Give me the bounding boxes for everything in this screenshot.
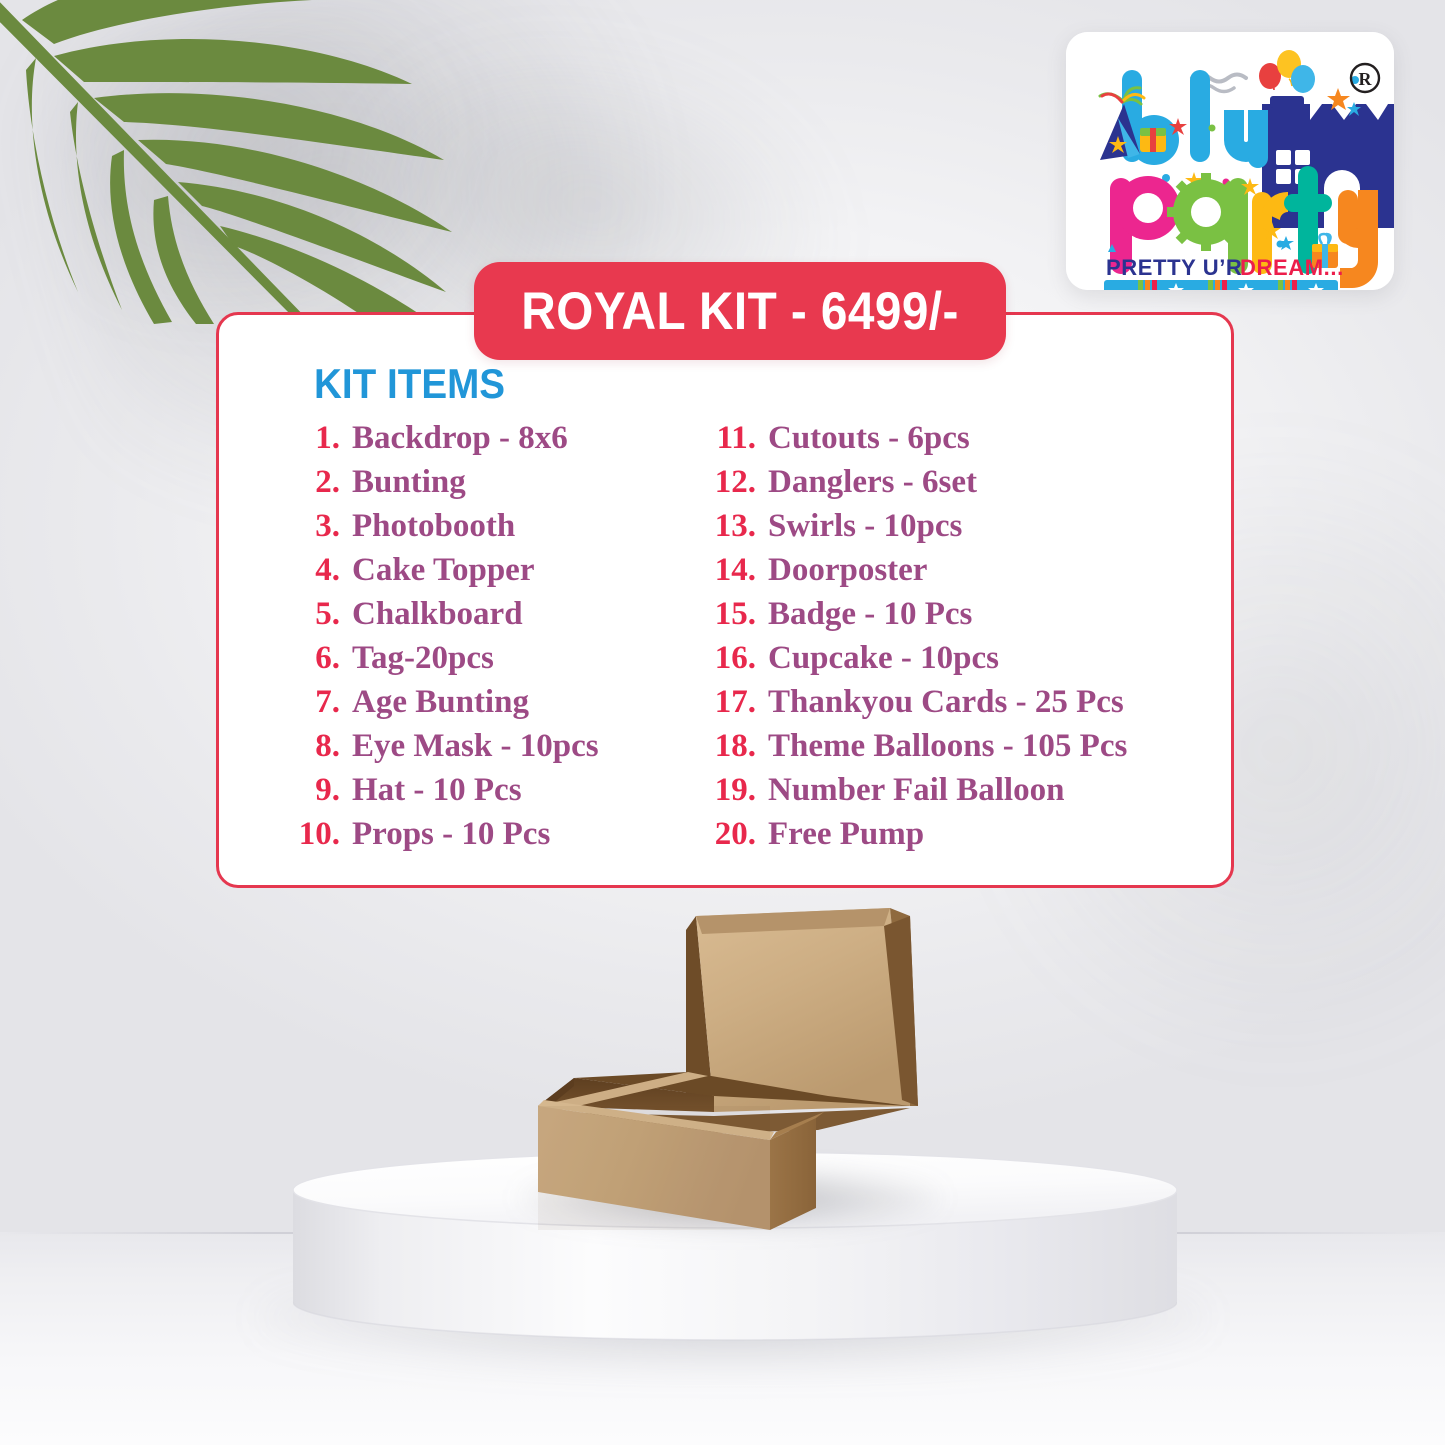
item-number: 12. [714,464,756,500]
list-item: 6. Tag-20pcs [272,636,672,680]
list-item: 4. Cake Topper [272,548,672,592]
list-item: 16. Cupcake - 10pcs [688,636,1228,680]
item-label: Danglers - 6set [768,464,977,500]
item-number: 5. [315,596,340,632]
item-number: 7. [315,684,340,720]
kit-items-right-column: 11. Cutouts - 6pcs 12. Danglers - 6set 1… [688,416,1228,856]
item-label: Number Fail Balloon [768,772,1065,808]
item-number: 9. [315,772,340,808]
list-item: 10. Props - 10 Pcs [272,812,672,856]
kit-items-heading: KIT ITEMS [314,360,506,407]
open-cardboard-box [518,900,928,1230]
list-item: 15. Badge - 10 Pcs [688,592,1228,636]
item-label: Badge - 10 Pcs [768,596,973,632]
item-label: Cake Topper [352,552,535,588]
list-item: 13. Swirls - 10pcs [688,504,1228,548]
item-label: Free Pump [768,816,925,852]
list-item: 11. Cutouts - 6pcs [688,416,1228,460]
item-number: 2. [315,464,340,500]
kit-items-left-column: 1. Backdrop - 8x6 2. Bunting 3. Photoboo… [272,416,672,856]
list-item: 12. Danglers - 6set [688,460,1228,504]
list-item: 19. Number Fail Balloon [688,768,1228,812]
brand-logo: R [1066,32,1394,290]
list-item: 1. Backdrop - 8x6 [272,416,672,460]
item-label: Photobooth [352,508,516,544]
item-number: 20. [714,816,756,852]
item-label: Doorposter [768,552,928,588]
item-number: 8. [315,728,340,764]
item-number: 14. [714,552,756,588]
svg-text:R: R [1359,69,1373,89]
item-number: 19. [714,772,756,808]
item-label: Tag-20pcs [352,640,494,676]
item-label: Cutouts - 6pcs [768,420,970,456]
item-number: 18. [714,728,756,764]
item-label: Thankyou Cards - 25 Pcs [768,684,1124,720]
item-label: Swirls - 10pcs [768,508,963,544]
kit-info-card [216,312,1234,888]
item-number: 4. [315,552,340,588]
item-label: Bunting [352,464,466,500]
list-item: 3. Photobooth [272,504,672,548]
item-label: Eye Mask - 10pcs [352,728,599,764]
list-item: 20. Free Pump [688,812,1228,856]
item-number: 13. [714,508,756,544]
list-item: 2. Bunting [272,460,672,504]
svg-text:DREAM...: DREAM... [1240,255,1344,280]
item-number: 1. [315,420,340,456]
palm-leaf-decoration [0,0,482,324]
item-number: 11. [716,420,756,456]
item-number: 6. [315,640,340,676]
item-number: 3. [315,508,340,544]
item-number: 16. [714,640,756,676]
list-item: 8. Eye Mask - 10pcs [272,724,672,768]
item-label: Props - 10 Pcs [352,816,551,852]
list-item: 18. Theme Balloons - 105 Pcs [688,724,1228,768]
item-number: 10. [298,816,340,852]
item-label: Backdrop - 8x6 [352,420,568,456]
list-item: 9. Hat - 10 Pcs [272,768,672,812]
list-item: 17. Thankyou Cards - 25 Pcs [688,680,1228,724]
kit-title-text: ROYAL KIT - 6499/- [521,281,959,341]
list-item: 7. Age Bunting [272,680,672,724]
list-item: 5. Chalkboard [272,592,672,636]
item-label: Theme Balloons - 105 Pcs [768,728,1128,764]
svg-text:PRETTY U’R: PRETTY U’R [1106,255,1242,280]
item-label: Chalkboard [352,596,523,632]
kit-title-banner: ROYAL KIT - 6499/- [474,262,1006,360]
item-number: 17. [714,684,756,720]
list-item: 14. Doorposter [688,548,1228,592]
item-label: Hat - 10 Pcs [352,772,522,808]
item-label: Cupcake - 10pcs [768,640,1000,676]
item-number: 15. [714,596,756,632]
item-label: Age Bunting [352,684,529,720]
